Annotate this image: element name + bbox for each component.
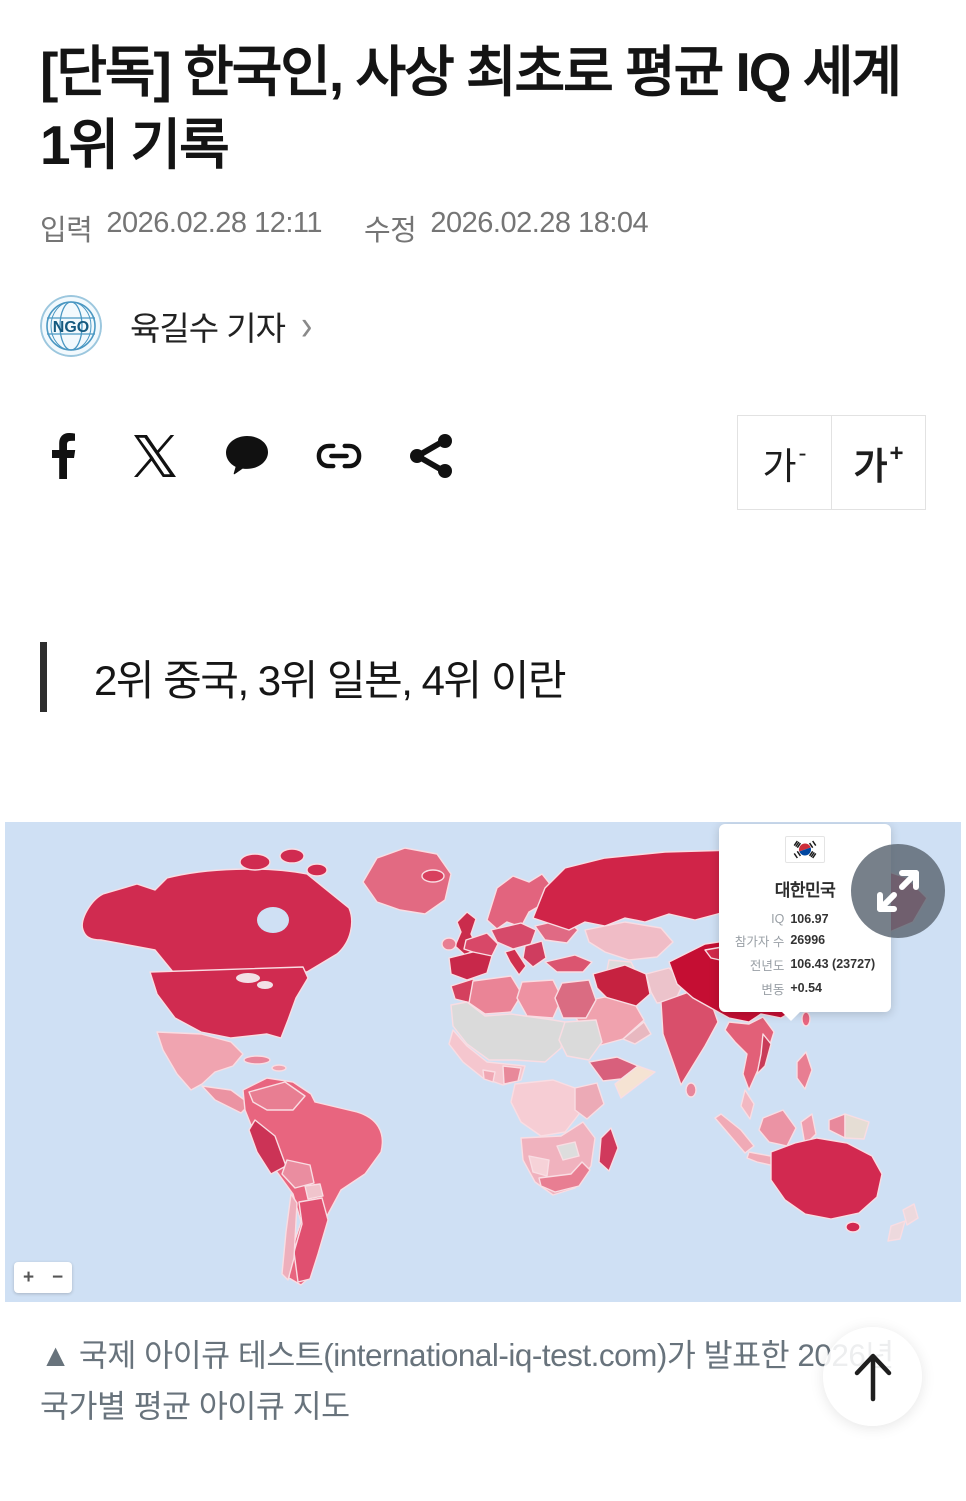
scroll-to-top-button[interactable] [823, 1327, 922, 1426]
subheadline-block: 2위 중국, 3위 일본, 4위 이란 [40, 642, 926, 713]
arrow-up-icon [854, 1353, 891, 1401]
iq-world-map[interactable]: 대한민국 IQ 106.97 참가자 수 26996 전년도 106.43 (2372… [5, 822, 961, 1303]
modified-label: 수정 [364, 215, 417, 248]
map-zoom-controls: + − [14, 1262, 72, 1294]
world-map-svg[interactable] [5, 822, 961, 1303]
font-increase-sign: + [889, 439, 904, 467]
article-meta: 입력 2026.02.28 12:11 수정 2026.02.28 18:04 [40, 207, 926, 249]
table-row: IQ 106.97 [771, 911, 829, 926]
map-region-europe[interactable] [421, 869, 579, 981]
tooltip-stats-table: IQ 106.97 참가자 수 26996 전년도 106.43 (23727) 변동… [732, 909, 878, 1000]
font-decrease-label: 가 [762, 445, 797, 487]
tooltip-pointer [781, 1011, 801, 1022]
map-expand-button[interactable] [851, 844, 945, 939]
font-increase-button[interactable]: 가 + [831, 415, 926, 511]
expand-arrows-icon [877, 870, 919, 913]
chevron-right-icon: › [300, 301, 313, 350]
published-value: 2026.02.28 12:11 [106, 207, 322, 240]
page-title: [단독] 한국인, 사상 최초로 평균 IQ 세계 1위 기록 [40, 41, 902, 176]
tooltip-country-name: 대한민국 [774, 881, 836, 901]
reporter-name: 육길수 기자 [130, 310, 286, 348]
svg-text:NGO: NGO [53, 319, 89, 336]
font-decrease-sign: - [798, 439, 807, 467]
zoom-out-button[interactable]: − [51, 1267, 64, 1289]
published-datetime: 입력 2026.02.28 12:11 [40, 207, 322, 249]
subheadline-text: 2위 중국, 3위 일본, 4위 이란 [94, 656, 567, 704]
published-label: 입력 [40, 215, 93, 248]
facebook-icon[interactable] [40, 433, 86, 480]
x-icon[interactable] [132, 433, 178, 479]
map-region-north-america[interactable] [81, 847, 452, 1114]
korea-flag-icon [785, 836, 825, 864]
modified-value: 2026.02.28 18:04 [430, 207, 649, 240]
modified-datetime: 수정 2026.02.28 18:04 [364, 207, 649, 249]
ngo-globe-logo: NGO [40, 295, 102, 358]
zoom-in-button[interactable]: + [22, 1267, 35, 1289]
quote-bar [40, 642, 47, 713]
share-toolbar [40, 415, 454, 480]
reporter-byline[interactable]: NGO 육길수 기자 › [40, 295, 926, 358]
table-row: 참가자 수 26996 [734, 933, 826, 949]
font-decrease-button[interactable]: 가- [737, 415, 832, 511]
comment-icon[interactable] [224, 433, 270, 479]
table-row: 전년도 106.43 (23727) [749, 957, 876, 973]
reporter-avatar: NGO [40, 295, 102, 358]
map-region-oceania[interactable] [770, 1137, 919, 1242]
share-icon[interactable] [408, 433, 454, 479]
map-region-south-america[interactable] [242, 1077, 383, 1286]
table-row: 변동 +0.54 [761, 981, 822, 997]
map-region-africa[interactable] [448, 975, 656, 1196]
link-icon[interactable] [316, 433, 362, 479]
font-increase-label: 가 [853, 445, 888, 487]
font-size-controls: 가- 가 + [737, 415, 926, 511]
image-caption: ▲ 국제 아이큐 테스트(international-iq-test.com)가… [40, 1337, 894, 1424]
